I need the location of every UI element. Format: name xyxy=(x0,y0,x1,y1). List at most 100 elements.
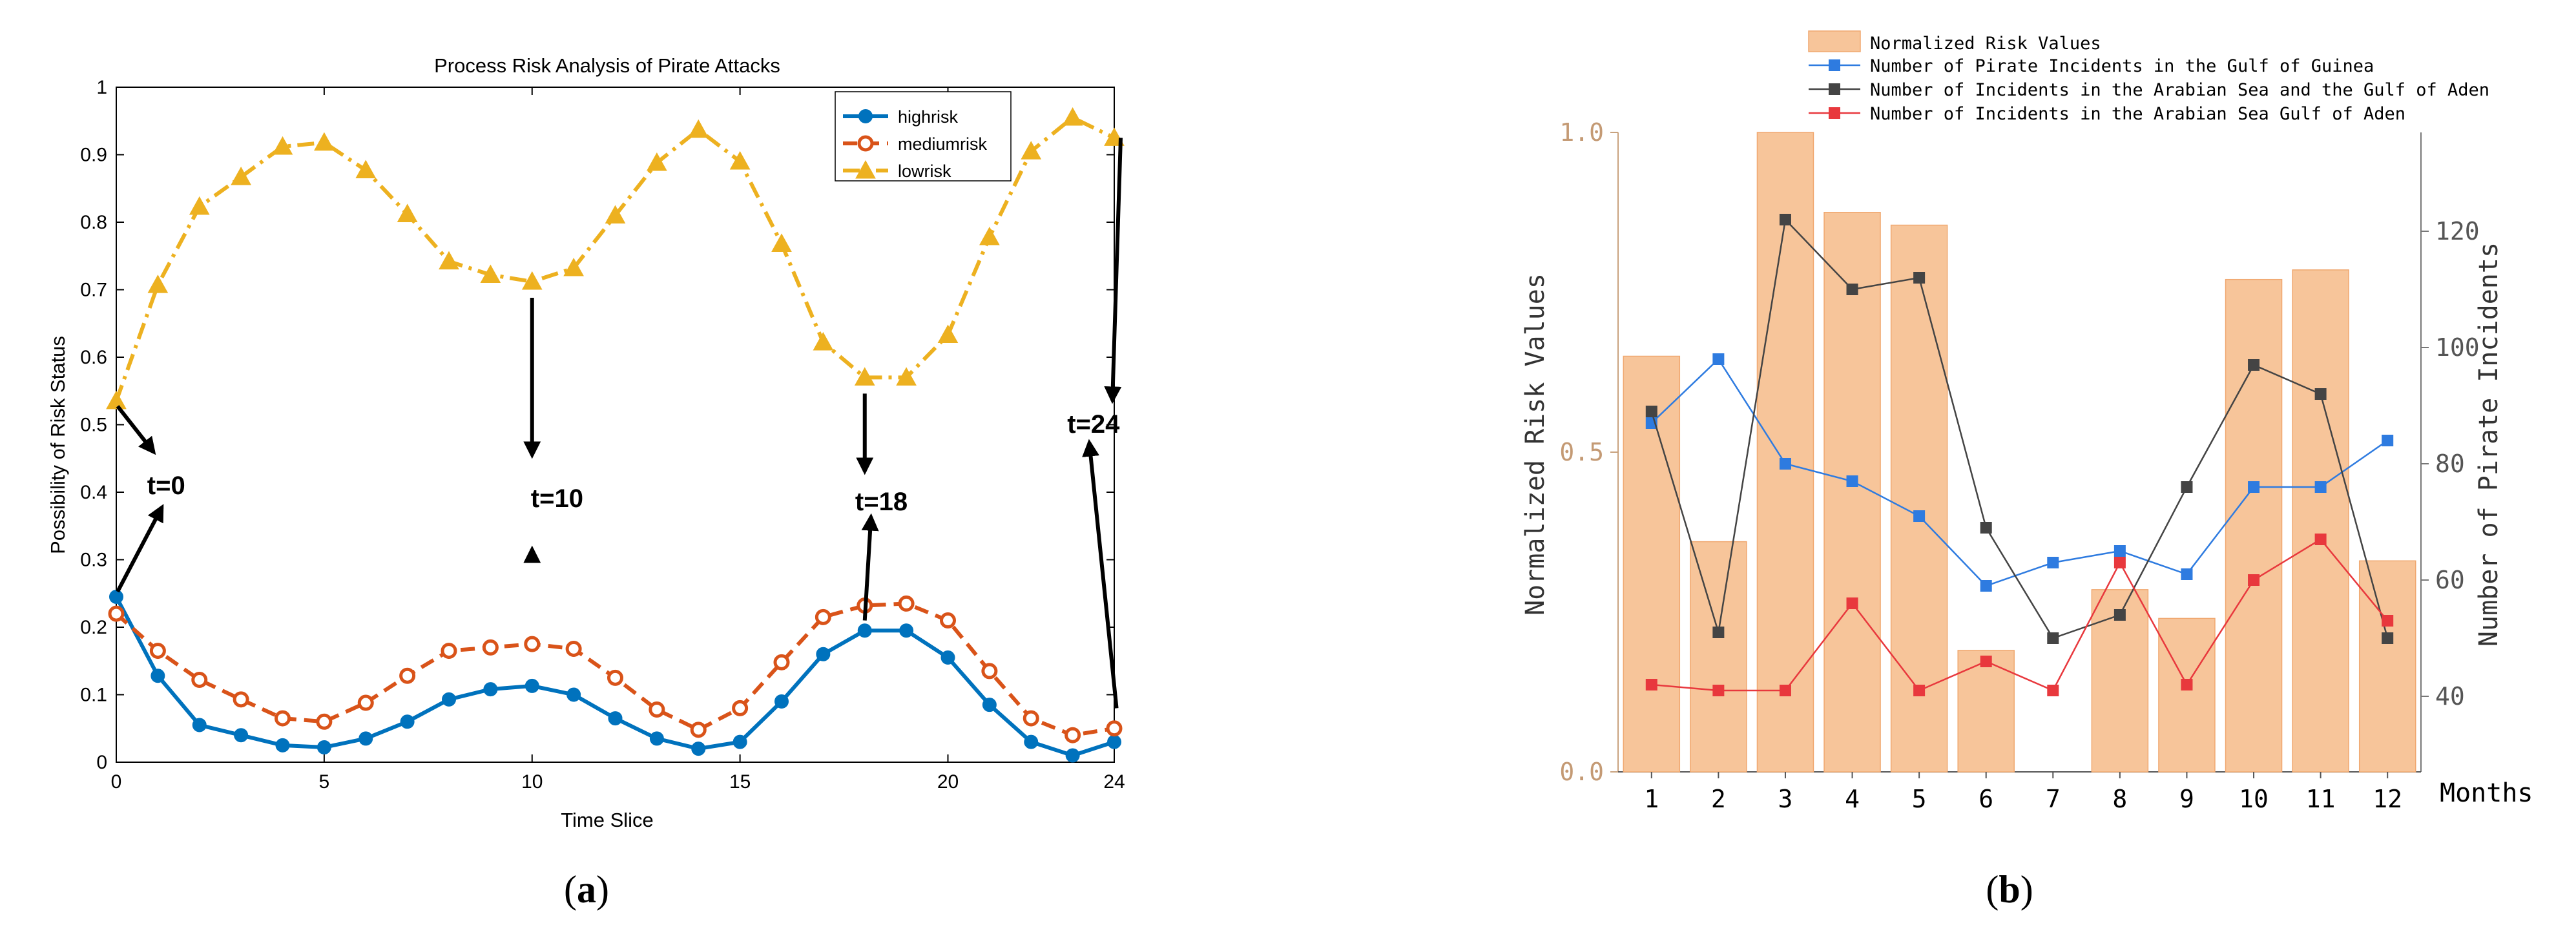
annotation-t-10: t=10 xyxy=(523,297,583,563)
bar-month-6 xyxy=(1957,650,2015,773)
line-point-month-6 xyxy=(1980,522,1992,534)
line-series-path xyxy=(1650,358,2388,587)
x-tick-label: 2 xyxy=(1711,785,1726,813)
bar-month-11 xyxy=(2292,269,2349,773)
x-tick-label: 12 xyxy=(2373,785,2402,813)
y-tick-label: 0.8 xyxy=(80,212,107,233)
point-lowrisk xyxy=(272,136,293,155)
point-mediumrisk xyxy=(191,672,208,689)
chart-a-title: Process Risk Analysis of Pirate Attacks xyxy=(434,54,780,77)
point-mediumrisk xyxy=(815,608,831,625)
point-highrisk xyxy=(442,692,456,707)
left-tick-label: 0.0 xyxy=(1559,758,1604,786)
y-tick-label: 1 xyxy=(96,77,107,98)
x-tick-label: 4 xyxy=(1845,785,1860,813)
legend-label-line: Number of Incidents in the Arabian Sea G… xyxy=(1870,104,2405,124)
y-tick-label: 0.6 xyxy=(80,347,107,368)
annotation-t-18: t=18 xyxy=(855,393,908,621)
x-tick-label: 10 xyxy=(521,771,543,793)
point-mediumrisk xyxy=(233,691,249,708)
x-tick-label: 24 xyxy=(1103,771,1125,793)
legend-label-line: Number of Incidents in the Arabian Sea a… xyxy=(1870,80,2489,100)
bar-month-3 xyxy=(1756,132,1814,773)
legend-marker xyxy=(1829,59,1840,71)
point-mediumrisk xyxy=(1106,720,1123,737)
point-lowrisk xyxy=(480,264,501,284)
x-tick-label: 20 xyxy=(937,771,959,793)
line-point-month-1 xyxy=(1645,679,1657,690)
x-tick-label: 10 xyxy=(2239,785,2269,813)
annotation-label: t=0 xyxy=(147,472,185,500)
legend-label-mediumrisk: mediumrisk xyxy=(898,134,988,154)
point-highrisk xyxy=(1024,734,1039,749)
x-tick-label: 11 xyxy=(2306,785,2336,813)
point-lowrisk xyxy=(896,367,917,386)
line-series-0 xyxy=(1645,353,2394,592)
line-series-2 xyxy=(1645,534,2394,696)
line-point-month-2 xyxy=(1712,353,1725,365)
point-mediumrisk xyxy=(149,643,166,659)
legend-label-line: Number of Pirate Incidents in the Gulf o… xyxy=(1870,56,2374,76)
y-tick-label: 0 xyxy=(96,752,107,773)
point-lowrisk xyxy=(1062,107,1083,126)
legend-marker-mediumrisk xyxy=(857,135,874,152)
point-highrisk xyxy=(940,650,955,665)
legend-swatch-bar xyxy=(1808,30,1861,52)
point-mediumrisk xyxy=(275,710,291,727)
point-mediumrisk xyxy=(441,643,457,659)
y-tick-label: 0.9 xyxy=(80,145,107,166)
point-lowrisk xyxy=(771,233,792,252)
line-point-month-2 xyxy=(1712,685,1725,696)
point-lowrisk xyxy=(937,324,959,344)
annotation-arrow-down xyxy=(1104,138,1123,404)
right-tick-label: 80 xyxy=(2435,450,2465,478)
series-lowrisk xyxy=(106,107,1125,410)
point-highrisk xyxy=(608,711,623,726)
right-tick-label: 100 xyxy=(2435,333,2480,362)
chart-a-axes xyxy=(116,87,1115,763)
point-mediumrisk xyxy=(898,595,915,612)
point-highrisk xyxy=(358,731,373,746)
line-series-path xyxy=(1651,538,2389,692)
line-series-1 xyxy=(1645,214,2394,644)
panel-a-label: (a) xyxy=(564,868,609,911)
annotation-arrow-down xyxy=(116,405,156,455)
chart-b-x-ticks: 1 2 3 4 5 6 7 8 9 10 11 12 xyxy=(1644,772,2402,813)
point-highrisk xyxy=(400,714,415,729)
point-mediumrisk xyxy=(649,701,665,718)
bar-month-9 xyxy=(2158,617,2216,773)
point-highrisk xyxy=(1065,748,1080,763)
point-lowrisk xyxy=(563,258,584,276)
point-highrisk xyxy=(275,738,290,752)
point-highrisk xyxy=(317,740,331,755)
line-point-month-8 xyxy=(2114,609,2126,621)
bar-month-4 xyxy=(1823,212,1881,773)
point-lowrisk xyxy=(147,275,169,293)
line-point-month-5 xyxy=(1913,272,1926,284)
line-point-month-10 xyxy=(2248,359,2260,371)
x-tick-label: 6 xyxy=(1979,785,1993,813)
x-tick-label: 3 xyxy=(1778,785,1793,813)
chart-a: Process Risk Analysis of Pirate Attacks … xyxy=(47,54,1125,911)
line-point-month-12 xyxy=(2382,632,2394,644)
chart-a-series xyxy=(106,107,1125,763)
annotation-label: t=24 xyxy=(1067,410,1120,439)
point-highrisk xyxy=(151,669,165,683)
point-lowrisk xyxy=(854,367,875,386)
legend-label-lowrisk: lowrisk xyxy=(898,161,951,181)
point-highrisk xyxy=(1107,734,1121,749)
chart-b-ylabel-right: Number of Pirate Incidents xyxy=(2474,242,2504,647)
point-mediumrisk xyxy=(1023,710,1039,727)
line-point-month-11 xyxy=(2314,388,2327,400)
line-point-month-12 xyxy=(2382,615,2394,627)
line-point-month-7 xyxy=(2047,557,2059,568)
legend-marker xyxy=(1829,83,1840,95)
legend-item-line-1: Number of Incidents in the Arabian Sea a… xyxy=(1809,80,2489,100)
bar-month-10 xyxy=(2225,278,2283,773)
bar-month-12 xyxy=(2358,560,2416,773)
line-point-month-8 xyxy=(2114,545,2126,557)
line-point-month-3 xyxy=(1779,685,1791,696)
line-point-month-4 xyxy=(1846,597,1858,609)
